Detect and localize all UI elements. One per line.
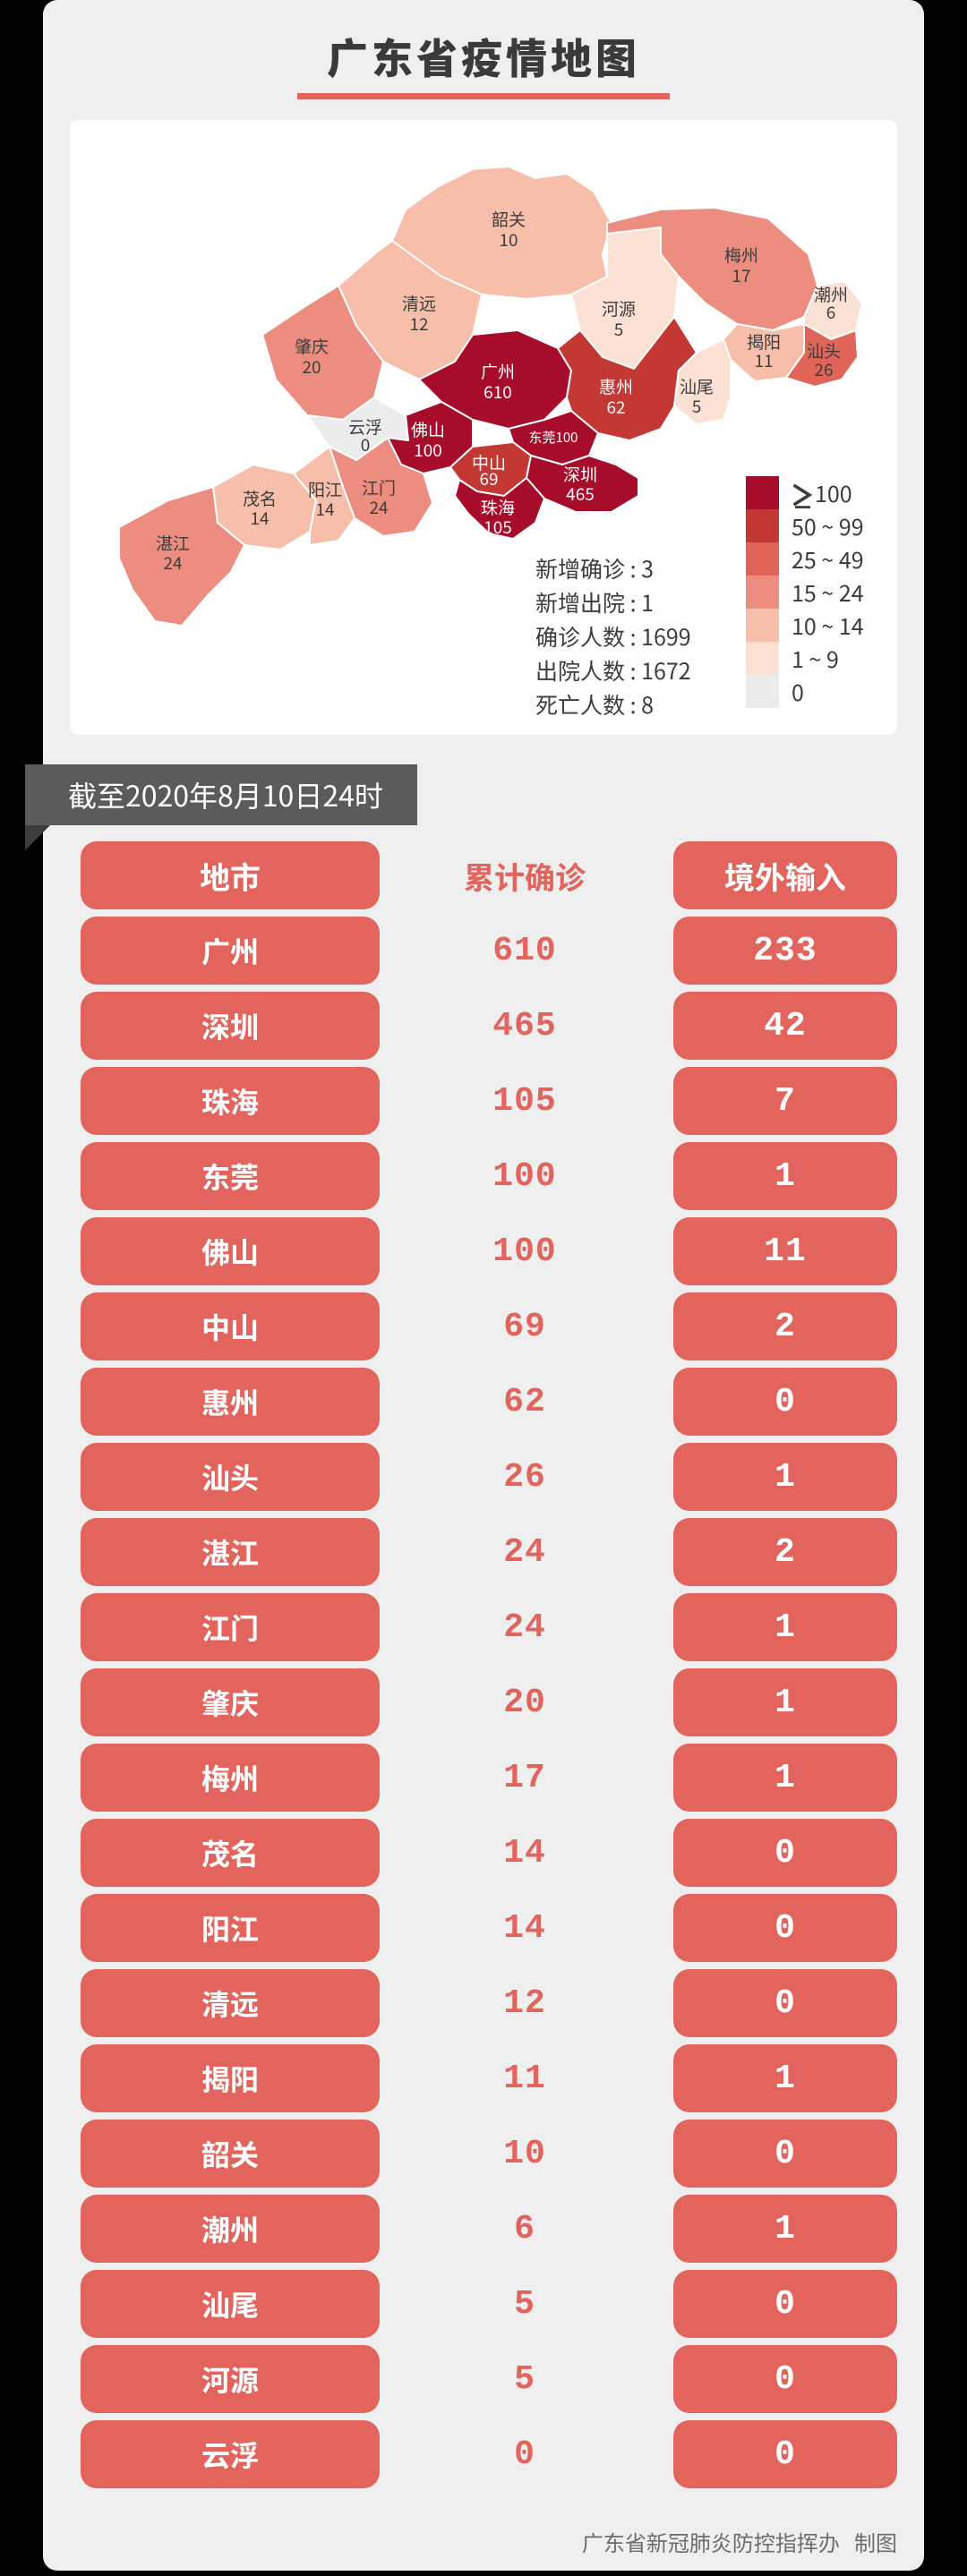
svg-text:5: 5 — [692, 394, 702, 418]
svg-text:20: 20 — [302, 354, 321, 379]
svg-text:100: 100 — [414, 438, 442, 462]
svg-text:62: 62 — [606, 395, 625, 419]
svg-text:0: 0 — [361, 432, 371, 456]
svg-text:10: 10 — [499, 227, 518, 252]
svg-text:24: 24 — [163, 550, 182, 575]
svg-text:24: 24 — [369, 495, 388, 519]
svg-text:东莞100: 东莞100 — [529, 428, 578, 447]
svg-text:105: 105 — [484, 515, 512, 539]
svg-text:14: 14 — [250, 506, 269, 530]
svg-text:11: 11 — [754, 348, 773, 372]
svg-text:610: 610 — [484, 380, 512, 404]
svg-text:6: 6 — [826, 300, 836, 324]
svg-text:69: 69 — [479, 466, 498, 490]
svg-text:17: 17 — [732, 263, 750, 287]
svg-text:465: 465 — [566, 482, 595, 506]
svg-text:5: 5 — [614, 317, 624, 341]
svg-text:26: 26 — [814, 357, 833, 381]
svg-text:12: 12 — [409, 311, 428, 336]
svg-text:14: 14 — [315, 497, 334, 521]
